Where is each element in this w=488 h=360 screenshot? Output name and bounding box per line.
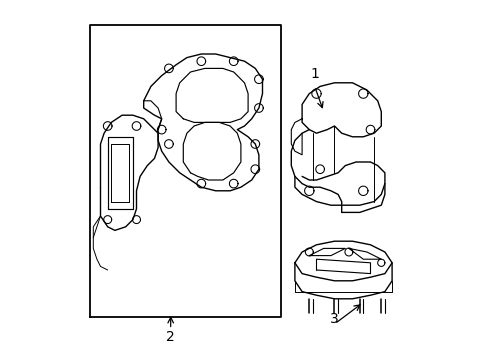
Text: 1: 1: [309, 67, 319, 81]
Text: 2: 2: [166, 330, 175, 343]
Text: 3: 3: [329, 312, 338, 325]
